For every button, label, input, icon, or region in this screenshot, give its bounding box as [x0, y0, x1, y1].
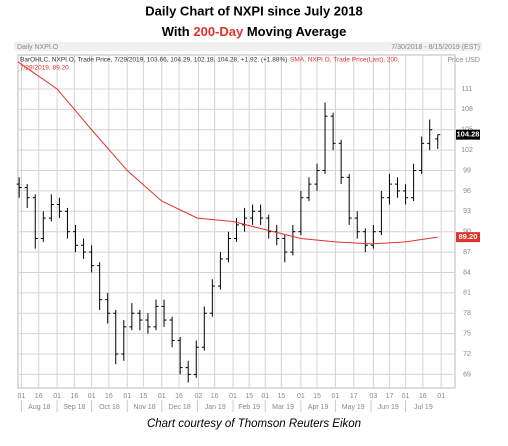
y-tick-label: 69	[463, 371, 471, 378]
chart-title: Daily Chart of NXPI since July 2018	[145, 3, 362, 18]
x-tick-label: 15	[139, 393, 147, 400]
x-tick-label: 02	[195, 393, 203, 400]
x-tick-label: 17	[350, 393, 358, 400]
y-tick-label: 108	[461, 106, 473, 113]
x-tick-label: 01	[18, 393, 26, 400]
y-tick-label: 102	[461, 147, 473, 154]
subtitle-part: With	[162, 24, 194, 39]
x-tick-label: 01	[123, 393, 131, 400]
x-tick-label: 01	[53, 393, 61, 400]
y-tick-label: 84	[463, 269, 471, 276]
month-label: Sep 18	[63, 404, 85, 411]
x-tick-label: 15	[313, 393, 321, 400]
y-tick-label: 72	[463, 351, 471, 358]
legend-sma-value: 7/29/2019, 89.20	[20, 65, 69, 72]
month-label: Feb 19	[238, 404, 260, 411]
x-tick-label: 16	[70, 393, 78, 400]
chart-header: Daily NXPI.O	[17, 44, 59, 51]
month-label: Oct 18	[99, 404, 120, 411]
month-label: Dec 18	[168, 404, 190, 411]
x-tick-label: 15	[245, 393, 253, 400]
y-tick-label: 93	[463, 208, 471, 215]
x-tick-label: 01	[402, 393, 410, 400]
x-tick-label: 15	[277, 393, 285, 400]
x-tick-label: 16	[105, 393, 113, 400]
x-tick-label: 17	[386, 393, 394, 400]
x-tick-label: 03	[369, 393, 377, 400]
y-tick-label: 99	[463, 167, 471, 174]
legend-ohlc: BarOHLC, NXPI.O, Trade Price, 7/29/2019,…	[20, 57, 287, 64]
header-bar	[14, 42, 482, 51]
last-value-label: 89.20	[459, 232, 478, 241]
caption: Chart courtesy of Thomson Reuters Eikon	[147, 418, 361, 430]
sma-line	[17, 61, 438, 245]
x-tick-label: 16	[35, 393, 43, 400]
y-tick-label: 90	[463, 229, 471, 236]
y-tick-label: 75	[463, 330, 471, 337]
y-axis-label: Price USD	[447, 57, 480, 64]
month-label: Nov 18	[133, 404, 155, 411]
last-value-box	[456, 232, 480, 243]
x-tick-label: 01	[437, 393, 445, 400]
grid	[18, 55, 455, 388]
y-tick-label: 111	[462, 86, 473, 93]
x-tick-label: 01	[88, 393, 96, 400]
month-label: Jan 19	[205, 404, 226, 411]
month-label: Jul 19	[414, 404, 433, 411]
date-range: 7/30/2018 - 8/15/2019 (EST)	[391, 44, 480, 51]
x-tick-label: 01	[261, 393, 269, 400]
plot-frame	[17, 54, 456, 389]
x-tick-label: 16	[211, 393, 219, 400]
last-value-box	[456, 129, 480, 140]
x-tick-label: 01	[297, 393, 305, 400]
subtitle-part: Moving Average	[243, 24, 346, 39]
month-label: Mar 19	[272, 404, 294, 411]
x-tick-label: 16	[419, 393, 427, 400]
x-tick-label: 01	[332, 393, 340, 400]
subtitle-highlight: 200-Day	[193, 24, 244, 39]
x-tick-label: 01	[158, 393, 166, 400]
y-tick-label: 81	[463, 290, 471, 297]
y-tick-label: 87	[463, 249, 471, 256]
y-tick-label: 96	[463, 188, 471, 195]
month-label: Aug 18	[28, 404, 50, 411]
legend-sma: SMA, NXPI.O, Trade Price(Last), 200,	[290, 57, 400, 64]
month-label: Jun 19	[378, 404, 399, 411]
y-tick-label: 78	[463, 310, 471, 317]
x-tick-label: 16	[175, 393, 183, 400]
chart-subtitle: With 200-Day Moving Average	[162, 24, 347, 39]
x-tick-label: 01	[229, 393, 237, 400]
last-value-label: 104.28	[457, 130, 480, 139]
month-label: May 19	[342, 404, 365, 411]
month-label: Apr 19	[308, 404, 329, 411]
